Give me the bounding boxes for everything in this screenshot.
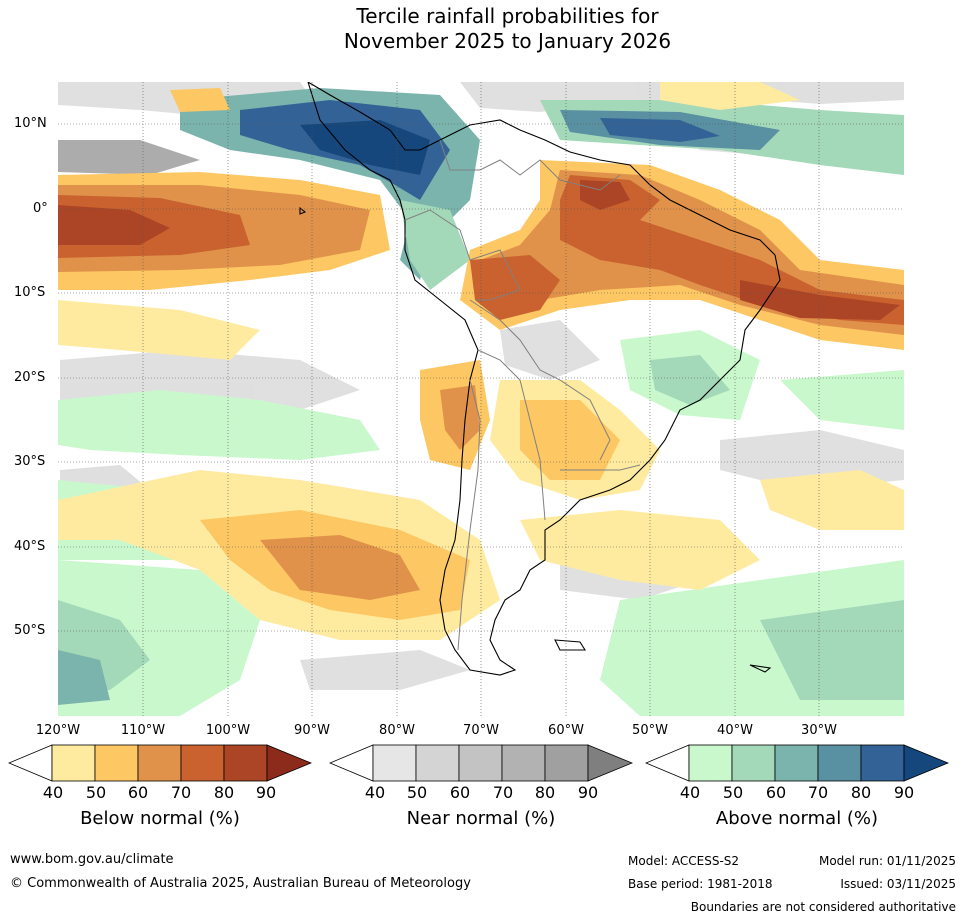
colorbar-above-normal <box>645 744 949 782</box>
near-tick-40: 40 <box>364 783 386 802</box>
lon-label-40w: 40°W <box>717 723 753 738</box>
lon-label-120w: 120°W <box>35 723 81 738</box>
footer-base-period: Base period: 1981-2018 <box>628 877 773 891</box>
near-normal-swatch-1 <box>372 744 417 782</box>
below-tick-50: 50 <box>85 783 107 802</box>
above-normal-swatch-4 <box>817 744 862 782</box>
near-tick-50: 50 <box>406 783 428 802</box>
above-tick-70: 70 <box>807 783 829 802</box>
map-title: Tercile rainfall probabilities for Novem… <box>0 4 965 54</box>
country-borders <box>404 139 641 651</box>
lon-label-70w: 70°W <box>463 723 499 738</box>
footer-disclaimer: Boundaries are not considered authoritat… <box>690 900 956 914</box>
lat-label-20s: 20°S <box>14 370 46 385</box>
lat-label-50s: 50°S <box>14 623 46 638</box>
lon-label-60w: 60°W <box>548 723 584 738</box>
above-tick-80: 80 <box>850 783 872 802</box>
below-normal-extend-low <box>8 744 53 782</box>
above-normal-extend-high <box>903 744 949 782</box>
below-normal-swatch-4 <box>180 744 225 782</box>
footer-issued: Issued: 03/11/2025 <box>840 877 956 891</box>
title-line-2: November 2025 to January 2026 <box>343 29 672 53</box>
lat-label-40s: 40°S <box>14 539 46 554</box>
above-normal-title: Above normal (%) <box>715 808 879 829</box>
near-tick-60: 60 <box>449 783 471 802</box>
title-line-1: Tercile rainfall probabilities for <box>356 4 659 28</box>
near-tick-90: 90 <box>577 783 599 802</box>
below-normal-swatch-3 <box>137 744 182 782</box>
footer-url[interactable]: www.bom.gov.au/climate <box>10 852 174 867</box>
lon-label-80w: 80°W <box>379 723 415 738</box>
lon-label-30w: 30°W <box>801 723 837 738</box>
above-tick-60: 60 <box>765 783 787 802</box>
above-normal-swatch-3 <box>774 744 819 782</box>
near-normal-swatch-3 <box>458 744 503 782</box>
below-tick-40: 40 <box>42 783 64 802</box>
below-normal-swatch-1 <box>51 744 96 782</box>
coastlines <box>299 82 781 676</box>
near-normal-swatch-4 <box>501 744 546 782</box>
above-tick-40: 40 <box>679 783 701 802</box>
lat-label-10s: 10°S <box>14 285 46 300</box>
above-tick-90: 90 <box>893 783 915 802</box>
above-normal-swatch-1 <box>688 744 733 782</box>
graticule <box>58 82 904 716</box>
lon-label-110w: 110°W <box>120 723 166 738</box>
lat-label-10n: 10°N <box>14 116 47 131</box>
footer-copyright: © Commonwealth of Australia 2025, Austra… <box>10 876 471 891</box>
lat-label-0: 0° <box>33 201 48 216</box>
below-normal-swatch-2 <box>94 744 139 782</box>
below-tick-70: 70 <box>170 783 192 802</box>
near-normal-swatch-2 <box>415 744 460 782</box>
lon-label-90w: 90°W <box>294 723 330 738</box>
below-tick-90: 90 <box>255 783 277 802</box>
above-normal-swatch-5 <box>860 744 905 782</box>
below-normal-extend-high <box>266 744 312 782</box>
lon-label-100w: 100°W <box>205 723 251 738</box>
footer-model-run: Model run: 01/11/2025 <box>818 854 956 868</box>
near-normal-extend-low <box>329 744 374 782</box>
lat-label-30s: 30°S <box>14 454 46 469</box>
colorbar-near-normal <box>329 744 633 782</box>
near-normal-title: Near normal (%) <box>406 808 556 829</box>
below-tick-60: 60 <box>127 783 149 802</box>
below-normal-title: Below normal (%) <box>80 808 240 829</box>
near-normal-swatch-5 <box>544 744 589 782</box>
above-tick-50: 50 <box>722 783 744 802</box>
below-normal-regions <box>58 82 904 640</box>
near-normal-extend-high <box>587 744 633 782</box>
above-normal-swatch-2 <box>731 744 776 782</box>
above-normal-extend-low <box>645 744 690 782</box>
below-tick-80: 80 <box>213 783 235 802</box>
near-tick-80: 80 <box>534 783 556 802</box>
lon-label-50w: 50°W <box>632 723 668 738</box>
footer-model: Model: ACCESS-S2 <box>628 854 740 868</box>
below-normal-swatch-5 <box>223 744 268 782</box>
near-tick-70: 70 <box>492 783 514 802</box>
colorbar-below-normal <box>8 744 312 782</box>
